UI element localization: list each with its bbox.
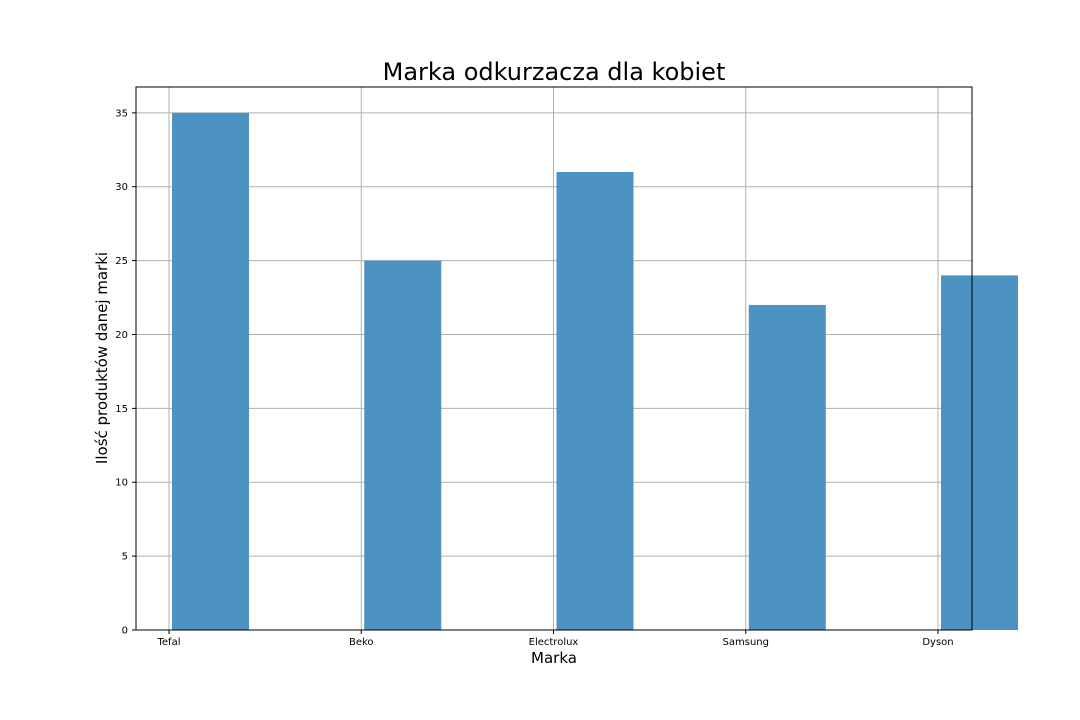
x-tick-label: Dyson [922,637,953,648]
x-tick-label: Electrolux [529,637,579,648]
chart-title: Marka odkurzacza dla kobiet [383,58,726,86]
y-axis-ticks: 0 5 10 15 20 25 30 35 [115,108,136,637]
bar-tefal [172,112,249,631]
x-tick-label: Tefal [157,637,181,648]
bar-electrolux [556,171,634,631]
bar-samsung [748,304,826,630]
y-tick-label: 10 [115,478,128,489]
y-tick-label: 5 [122,552,128,563]
x-tick-label: Samsung [723,637,769,648]
grid [136,87,972,631]
y-tick-label: 15 [115,404,128,415]
y-axis-label: Ilość produktów danej marki [93,252,111,464]
bar-dyson [941,275,1018,630]
y-tick-label: 30 [115,182,128,193]
x-axis-ticks: Tefal Beko Electrolux Samsung Dyson [157,630,954,648]
y-tick-label: 35 [115,108,128,119]
y-tick-label: 20 [115,330,128,341]
bar-beko [364,260,442,630]
x-axis-label: Marka [531,649,577,667]
y-tick-label: 0 [122,626,128,637]
x-tick-label: Beko [349,637,374,648]
bars [172,112,1018,631]
y-tick-label: 25 [115,256,128,267]
